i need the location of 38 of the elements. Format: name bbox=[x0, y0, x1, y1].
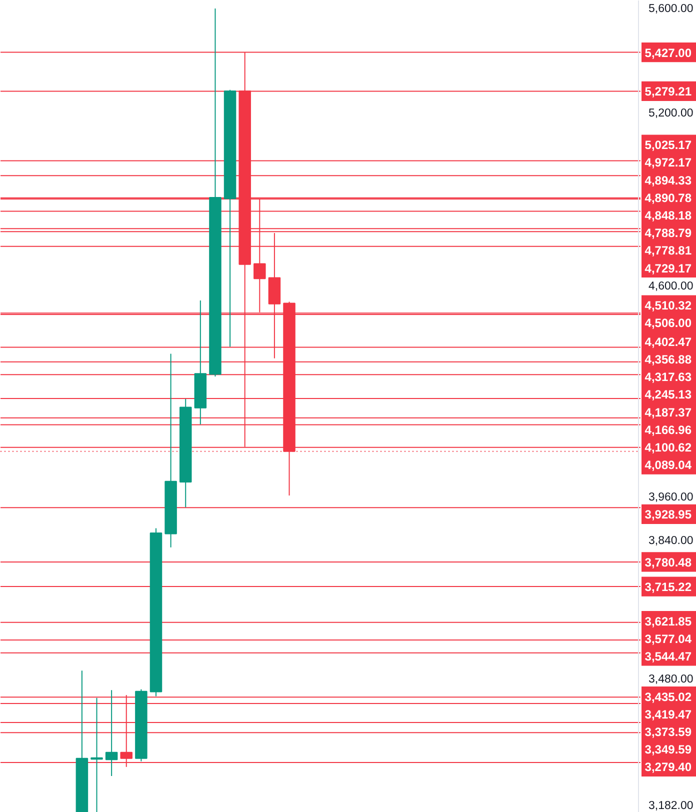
ref-line-label: 4,166.96 bbox=[644, 422, 692, 437]
ref-line-label: 3,544.47 bbox=[644, 650, 692, 664]
ref-line-label: 4,100.62 bbox=[644, 440, 692, 454]
ref-line-label: 3,435.02 bbox=[644, 690, 692, 704]
ref-line-label: 4,506.00 bbox=[644, 316, 692, 330]
ref-line-label: 4,356.88 bbox=[644, 352, 692, 366]
y-tick-label: 4,600.00 bbox=[648, 280, 694, 292]
ref-line-label: 4,187.37 bbox=[644, 405, 692, 420]
ref-line-label: 5,279.21 bbox=[644, 84, 692, 99]
ref-line-label: 5,427.00 bbox=[644, 46, 692, 60]
ref-line-label: 5,025.17 bbox=[644, 138, 692, 152]
ref-line-label: 3,279.40 bbox=[644, 760, 692, 774]
ref-line-label: 3,373.59 bbox=[644, 725, 692, 740]
y-tick-label: 3,480.00 bbox=[648, 674, 694, 686]
ref-line-label: 4,788.79 bbox=[644, 226, 692, 240]
ref-line-label: 3,349.59 bbox=[644, 742, 692, 757]
ref-line-label: 4,729.17 bbox=[644, 261, 692, 276]
ref-line-label: 4,972.17 bbox=[644, 156, 692, 170]
y-tick-label: 5,600.00 bbox=[648, 3, 694, 16]
ref-line-label: 4,317.63 bbox=[644, 370, 692, 384]
ref-line-label: 3,780.48 bbox=[644, 555, 692, 570]
ref-line-label: 4,848.18 bbox=[644, 208, 692, 222]
ref-line-label: 4,778.81 bbox=[644, 244, 692, 258]
y-tick-label: 3,840.00 bbox=[648, 534, 694, 547]
ref-line-label: 4,089.04 bbox=[644, 458, 692, 472]
y-tick-label: 5,200.00 bbox=[648, 108, 694, 120]
ref-line-label: 4,510.32 bbox=[644, 298, 692, 312]
ref-line-label: 4,894.33 bbox=[644, 173, 692, 188]
ref-line-label: 3,621.85 bbox=[644, 614, 692, 628]
ref-line-label: 3,928.95 bbox=[644, 508, 692, 522]
ref-line-label: 4,402.47 bbox=[644, 334, 692, 349]
ref-line-label: 4,245.13 bbox=[644, 388, 692, 402]
ref-line-label: 3,419.47 bbox=[644, 707, 692, 722]
ref-line-label: 3,577.04 bbox=[644, 632, 692, 646]
y-tick-label: 3,182.00 bbox=[648, 800, 694, 812]
ref-line-label: 4,890.78 bbox=[644, 190, 692, 205]
ref-line-label: 3,715.22 bbox=[644, 580, 692, 594]
y-tick-label: 3,960.00 bbox=[648, 492, 694, 504]
